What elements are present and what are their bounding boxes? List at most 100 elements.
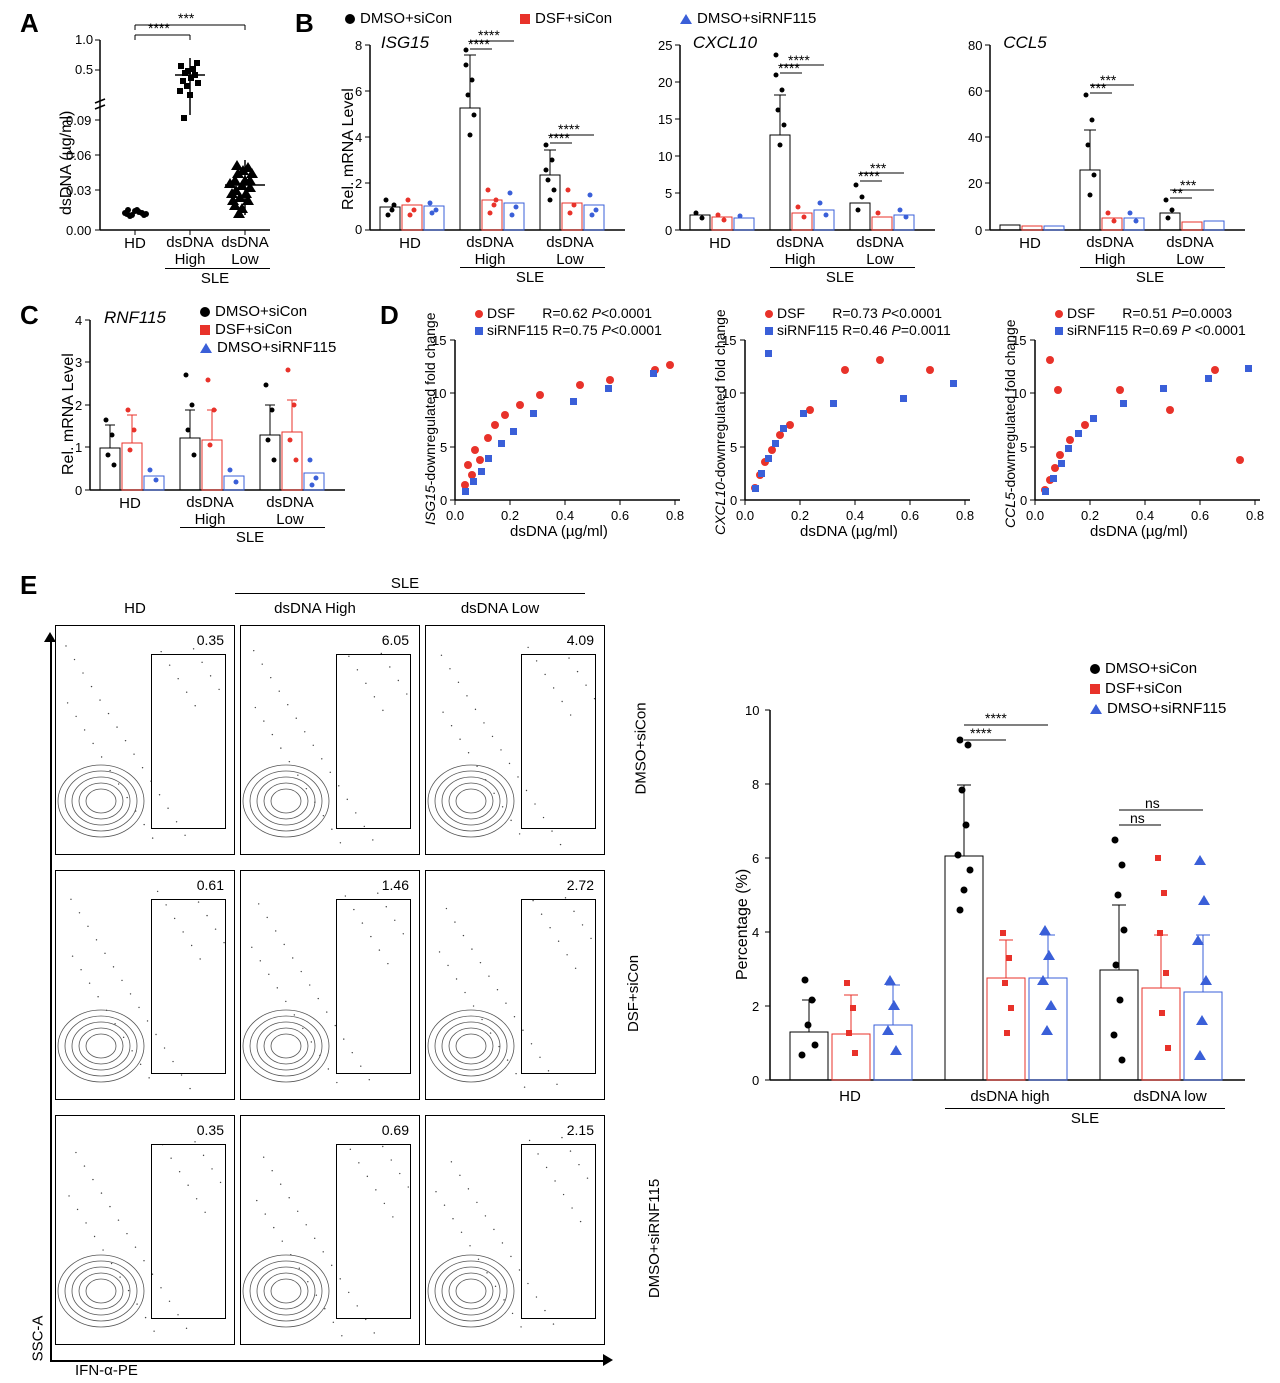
flow-panel: 0.69 [240, 1115, 420, 1345]
tick: 6 [752, 851, 759, 866]
flow-value: 0.61 [197, 877, 224, 893]
tick: 10 [658, 149, 672, 164]
panel-label-b: B [295, 8, 314, 39]
chart-e-bar: 10 8 6 4 2 0 Percentage (%) HD dsDNA hig… [720, 680, 1260, 1180]
legend-c-2: DSF+siCon [200, 321, 292, 338]
tick: 0.00 [66, 223, 91, 238]
tick: 0.8 [956, 508, 974, 523]
flow-value: 2.15 [567, 1122, 594, 1138]
tick: 80 [968, 38, 982, 53]
xlabel: HD [835, 1088, 865, 1105]
flow-row-label: DMSO+siRNF115 [646, 1179, 663, 1298]
tick: 0 [665, 223, 672, 238]
panel-label-c: C [20, 300, 39, 331]
flow-value: 6.05 [382, 632, 409, 648]
xlabel: dsDNAHigh [160, 235, 220, 268]
flow-value: 2.72 [567, 877, 594, 893]
xlabel: dsDNALow [540, 235, 600, 268]
underline [770, 267, 915, 268]
x-arrow-head [603, 1354, 613, 1366]
tick: 0.2 [501, 508, 519, 523]
chart-d-1: 15 10 5 0 0.0 0.2 0.4 0.6 0.8 ISG15-down… [410, 310, 690, 560]
tick: 0 [752, 1073, 759, 1088]
title: RNF115 [95, 308, 175, 328]
legend-c-1: DMSO+siCon [200, 303, 307, 320]
flow-gate [521, 1144, 596, 1319]
col-high: dsDNA High [255, 600, 375, 617]
tick: 0.0 [446, 508, 464, 523]
legend-b-3: DMSO+siRNF115 [680, 10, 816, 27]
tick: 0 [355, 222, 362, 237]
sig: ns [1145, 795, 1160, 811]
underline [945, 1108, 1225, 1109]
tick: 0 [440, 493, 447, 508]
y-axis: ISG15-downregulated fold change [422, 313, 438, 526]
sig: *** [1090, 80, 1106, 96]
col-hd: HD [115, 600, 155, 617]
tick: 0.5 [75, 62, 93, 77]
flow-gate [336, 654, 411, 829]
tick: 0.4 [1136, 508, 1154, 523]
y-axis-e: SSC-A [29, 1316, 46, 1362]
y-axis: CXCL10-downregulated fold change [712, 309, 728, 535]
tick: 60 [968, 84, 982, 99]
tick: 0.6 [901, 508, 919, 523]
underline [165, 268, 270, 269]
col-low: dsDNA Low [440, 600, 560, 617]
sig: **** [985, 710, 1007, 726]
xlabel: dsDNALow [850, 235, 910, 268]
flow-value: 0.69 [382, 1122, 409, 1138]
flow-panel: 4.09 [425, 625, 605, 855]
flow-gate [151, 1144, 226, 1319]
sig: **** [858, 168, 880, 184]
tick: 5 [665, 186, 672, 201]
x-axis: dsDNA (µg/ml) [800, 523, 898, 540]
tick: 0.4 [556, 508, 574, 523]
tick: 0 [730, 493, 737, 508]
tick: 20 [658, 75, 672, 90]
flow-panel: 6.05 [240, 625, 420, 855]
legend-e-2: DSF+siCon [1090, 680, 1182, 697]
flow-gate [521, 899, 596, 1074]
tick: 25 [658, 38, 672, 53]
sle-label: SLE [820, 269, 860, 286]
y-axis: Rel. mRNA Level [60, 353, 78, 475]
tick: 0 [75, 483, 82, 498]
tick: 0.6 [611, 508, 629, 523]
underline [235, 593, 585, 594]
tick: 0.4 [846, 508, 864, 523]
flow-gate [336, 1144, 411, 1319]
tick: 0 [1020, 493, 1027, 508]
sle-label: SLE [1130, 269, 1170, 286]
xlabel: dsDNALow [260, 495, 320, 528]
tick: 0.2 [791, 508, 809, 523]
legend-c-3: DMSO+siRNF115 [200, 339, 336, 356]
sig: **** [148, 20, 170, 36]
sig: **** [778, 60, 800, 76]
chart-b-cxcl10: CXCL10 25 20 15 10 5 0 [640, 35, 940, 290]
x-axis-e: IFN-α-PE [75, 1362, 138, 1379]
xlabel: HD [705, 235, 735, 252]
sle-label: SLE [230, 529, 270, 546]
tick: 40 [968, 130, 982, 145]
tick: 0 [975, 223, 982, 238]
flow-value: 0.35 [197, 632, 224, 648]
flow-row-label: DMSO+siCon [633, 702, 650, 794]
tick: 0.6 [1191, 508, 1209, 523]
title: CXCL10 [685, 33, 765, 53]
flow-value: 4.09 [567, 632, 594, 648]
tick: 4 [75, 313, 82, 328]
tick: 4 [752, 925, 759, 940]
sle: SLE [1065, 1110, 1105, 1127]
xlabel: dsDNAHigh [460, 235, 520, 268]
sig: **** [970, 725, 992, 741]
tick: 5 [440, 440, 447, 455]
flow-panel: 0.35 [55, 625, 235, 855]
corr: siRNF115 R=0.69 P <0.0001 [1055, 322, 1246, 338]
legend-b-2: DSF+siCon [520, 10, 612, 27]
flow-panel: 0.61 [55, 870, 235, 1100]
y-arrow [50, 640, 52, 1360]
xlabel: dsDNALow [215, 235, 275, 268]
tick: 20 [968, 176, 982, 191]
tick: 0.0 [736, 508, 754, 523]
